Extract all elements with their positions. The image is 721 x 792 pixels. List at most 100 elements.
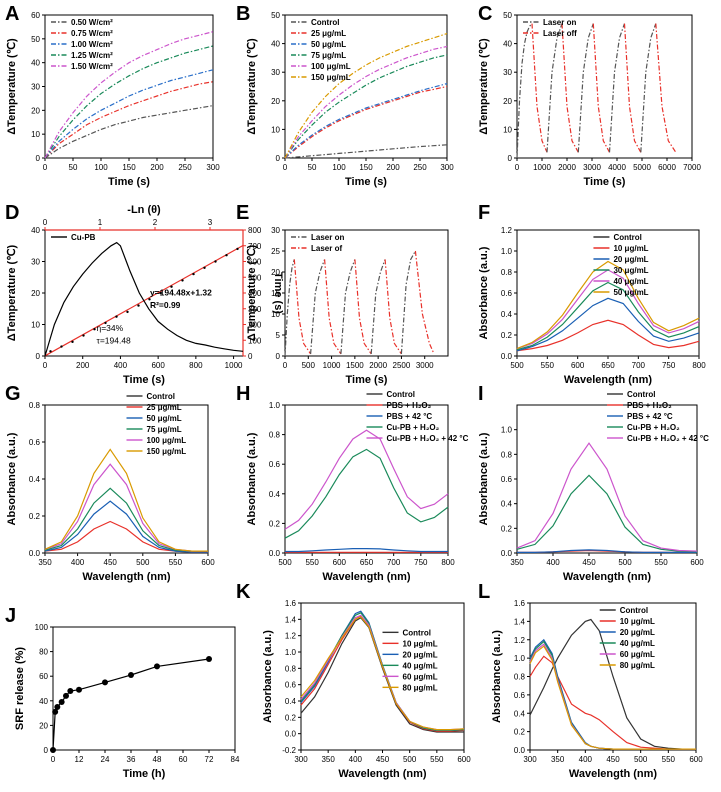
y-tick-label: 10 — [271, 125, 280, 134]
y-tick-label: 0.2 — [29, 512, 41, 521]
x-tick-label: 350 — [38, 558, 52, 567]
y-axis-label: ΔTemperature (℃) — [6, 244, 18, 341]
plot-frame — [516, 229, 700, 357]
panel-letter: C — [478, 3, 492, 25]
series-line — [516, 297, 700, 352]
y-tick-label: 40 — [39, 697, 48, 706]
x-tick-label: 600 — [571, 361, 585, 370]
series-line — [44, 105, 214, 159]
panel-letter: H — [236, 383, 250, 405]
x-tick-label: 500 — [618, 558, 632, 567]
series-line — [370, 259, 386, 354]
legend-label: 150 μg/mL — [311, 73, 351, 82]
panel-I: I 350 400 450 500 550 600 0.0 0.2 0.4 0.6 0.8 1.0 Wav… — [478, 383, 709, 583]
tau-label: τ=194.48 — [96, 335, 131, 345]
fit-equation: y=194.48x+1.32 — [150, 288, 212, 298]
series-line — [44, 81, 214, 159]
y-tick-label: 0.8 — [501, 450, 513, 459]
x-tick-label: 500 — [403, 755, 417, 764]
panel-F: F 500 550 600 650 700 750 800 0.0 0.2 0.4 0.6 0.8 1.0… — [478, 202, 706, 386]
x-tick-label: 600 — [151, 361, 165, 370]
data-point — [63, 692, 69, 699]
y-tick-label: 0.6 — [29, 438, 41, 447]
x-tick-label: 84 — [231, 755, 240, 764]
data-point — [102, 679, 108, 686]
series-line — [516, 474, 698, 553]
series-line — [340, 259, 356, 354]
data-point — [50, 747, 56, 753]
plot-frame — [284, 229, 449, 357]
panel-J: J 0 12 24 36 48 60 72 84 0 20 40 60 80 100 Time (h) SRF … — [5, 605, 240, 780]
series-line — [284, 45, 448, 159]
series-line — [529, 640, 696, 750]
legend-label: 20 μg/mL — [613, 255, 648, 264]
legend-label: 10 μg/mL — [620, 617, 655, 626]
panel-letter: G — [5, 383, 21, 405]
fit-r2: R²=0.99 — [150, 300, 181, 310]
y-tick-label: 20 — [31, 289, 40, 298]
y-axis-label: SRF release (%) — [14, 647, 26, 730]
legend-label: PBS + H₂O₂ — [627, 401, 672, 410]
x-axis-label: Wavelength (nm) — [569, 768, 658, 780]
legend-label: 75 μg/mL — [147, 425, 182, 434]
legend-label: 20 μg/mL — [403, 650, 438, 659]
y-tick-label: 0.6 — [501, 289, 513, 298]
data-point — [154, 663, 160, 670]
x-axis-label: Time (s) — [345, 176, 387, 188]
y-tick-label: 1.4 — [514, 617, 526, 626]
series-line — [324, 259, 342, 355]
y-axis-label: ΔTemperature (℃) — [246, 38, 258, 135]
y-tick-label: 0.8 — [514, 673, 526, 682]
legend-label: Laser on — [543, 18, 576, 27]
x-tick-label: 1500 — [346, 361, 364, 370]
x-tick-label: 350 — [551, 755, 565, 764]
legend-label: 1.25 W/cm² — [71, 51, 113, 60]
x-tick-label: 36 — [127, 755, 136, 764]
y2-tick-label: 600 — [248, 258, 262, 267]
series-line — [284, 144, 448, 159]
panel-E: E0 500 1000 1500 2000 2500 3000051015202530Tim… — [236, 202, 449, 386]
x-tick-label: 700 — [387, 558, 401, 567]
y-tick-label: 0.8 — [29, 401, 41, 410]
x-axis-label: Time (s) — [584, 176, 626, 188]
legend-label: Cu-PB + H₂O₂ + 42 °C — [627, 434, 709, 443]
scatter-point — [137, 304, 140, 307]
y-tick-label: 15 — [271, 289, 280, 298]
panel-G: G 350 400 450 500 550 600 0.0 0.2 0.4 0.6 0.8 Wavele… — [5, 383, 215, 583]
x-tick-label: 200 — [386, 163, 400, 172]
panel-L: L 300 350 400 450 500 550 600 0.0 0.2 0.4 0.6 0.8 1.0… — [478, 581, 703, 780]
x-tick-label: 1000 — [533, 163, 551, 172]
panel-A: A 0 50 100 150 200 250 300 0 10 20 30 40 50 60 Time (s)… — [5, 3, 220, 188]
legend-label: Control — [620, 606, 648, 615]
x-tick-label: 600 — [689, 755, 703, 764]
legend-label: 50 μg/mL — [311, 40, 346, 49]
y-tick-label: 0.4 — [501, 500, 513, 509]
y-tick-label: 10 — [31, 321, 40, 330]
x-tick-label: 24 — [101, 755, 110, 764]
x-tick-label: 500 — [634, 755, 648, 764]
legend-label: Laser off — [543, 29, 577, 38]
legend-label: 40 μg/mL — [613, 277, 648, 286]
series-line — [592, 23, 611, 153]
scatter-point — [49, 350, 52, 353]
x-tick-label: 450 — [606, 755, 620, 764]
scatter-point — [71, 340, 74, 344]
series-line — [284, 33, 448, 159]
x-axis-label: Wavelength (nm) — [322, 571, 411, 583]
series-line — [516, 281, 700, 351]
x-tick-label: 0 — [43, 163, 48, 172]
legend-label: Cu-PB + H₂O₂ — [387, 423, 440, 432]
scatter-point — [159, 291, 162, 295]
scatter-point — [214, 260, 217, 263]
x-tick-label: 2500 — [393, 361, 411, 370]
series-line — [561, 23, 579, 153]
x-tick-label: 400 — [546, 558, 560, 567]
x-tick-label: 350 — [321, 755, 335, 764]
x2-axis-label: -Ln (θ) — [127, 204, 161, 216]
x-tick-label: 750 — [414, 558, 428, 567]
data-point — [52, 708, 59, 715]
series-line — [529, 645, 696, 750]
series-line — [44, 31, 214, 159]
data-point — [67, 687, 74, 694]
y-axis-label: Absorbance (a.u.) — [6, 432, 18, 525]
